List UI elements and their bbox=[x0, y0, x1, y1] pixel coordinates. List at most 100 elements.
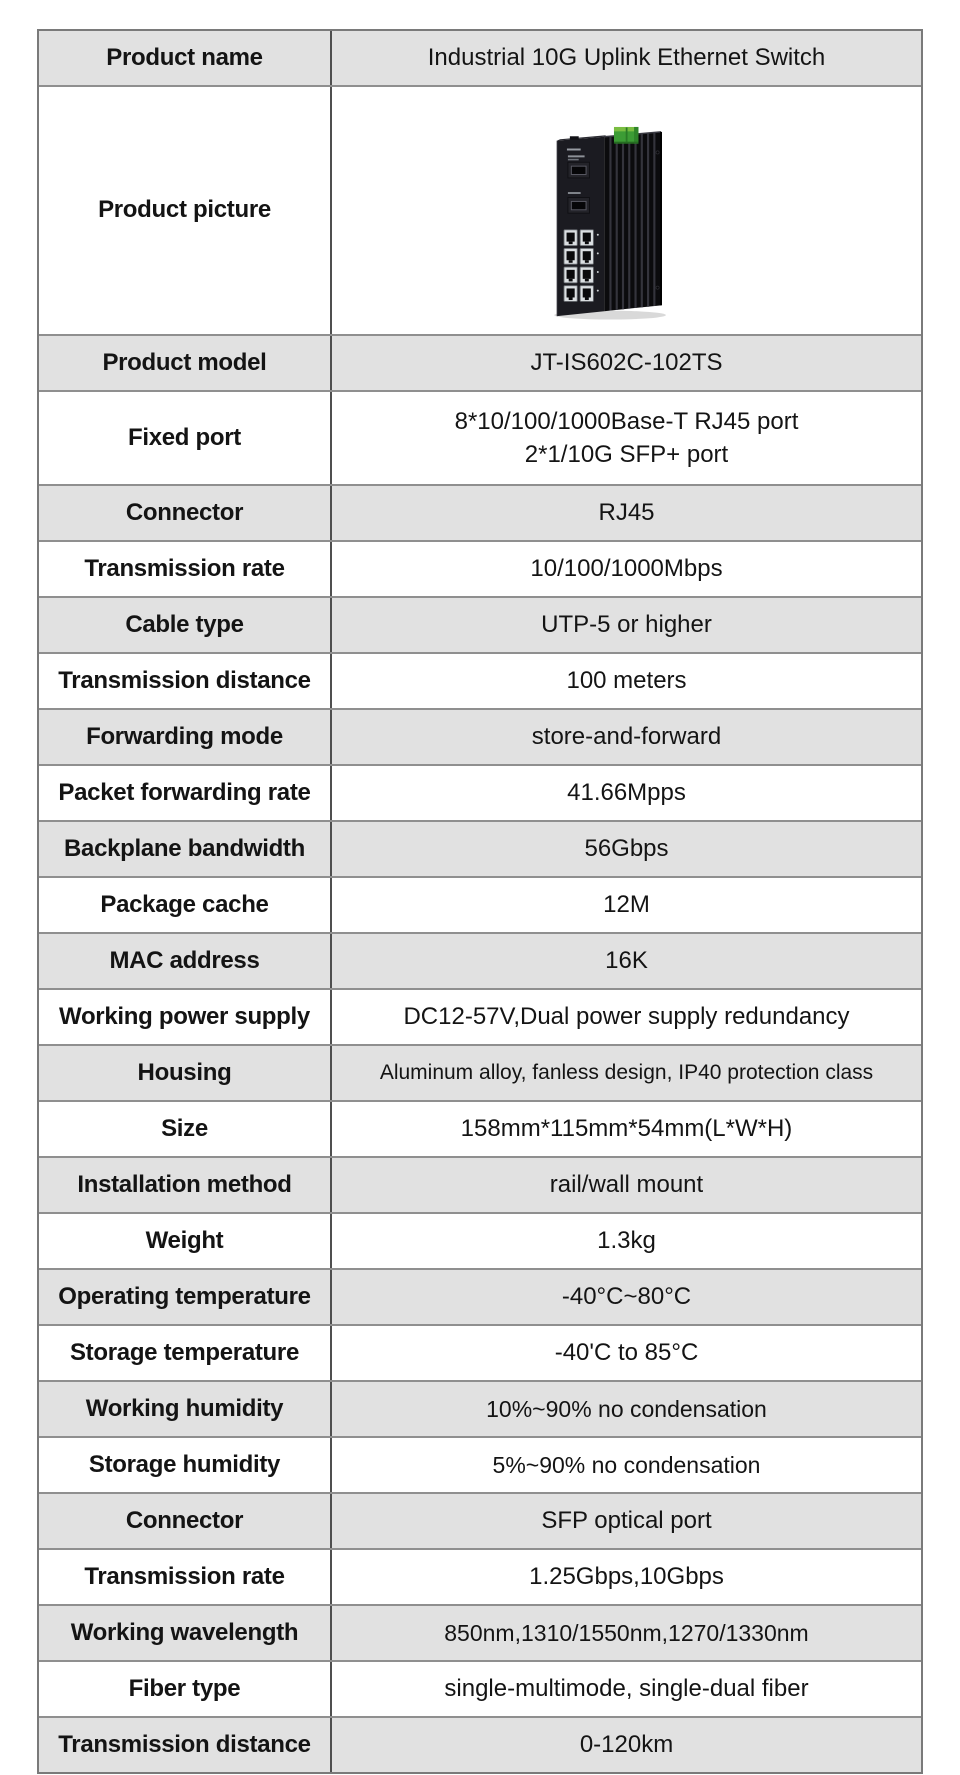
spec-value: 1.3kg bbox=[597, 1227, 656, 1255]
spec-label: Working wavelength bbox=[39, 1606, 332, 1661]
spec-row: Connector RJ45 bbox=[39, 484, 921, 541]
spec-value: 1.25Gbps,10Gbps bbox=[529, 1563, 724, 1591]
spec-label: Cable type bbox=[39, 598, 332, 653]
spec-value: Aluminum alloy, fanless design, IP40 pro… bbox=[379, 1061, 874, 1085]
rj45-port bbox=[579, 247, 594, 265]
spec-value: SFP optical port bbox=[541, 1507, 712, 1535]
spec-row: Packet forwarding rate 41.66Mpps bbox=[39, 764, 921, 821]
spec-value: 12M bbox=[603, 891, 650, 919]
spec-label: Storage temperature bbox=[39, 1326, 332, 1381]
spec-label: Operating temperature bbox=[39, 1270, 332, 1325]
spec-label: Connector bbox=[39, 1494, 332, 1549]
port-led bbox=[596, 251, 599, 254]
spec-label: Transmission distance bbox=[39, 1718, 332, 1773]
spec-row: Fiber type single-multimode, single-dual… bbox=[39, 1660, 921, 1717]
spec-label: Housing bbox=[39, 1046, 332, 1101]
spec-row: Product name Industrial 10G Uplink Ether… bbox=[39, 31, 921, 85]
spec-value-picture bbox=[332, 87, 921, 334]
power-terminal-block bbox=[613, 126, 638, 144]
spec-row: Weight 1.3kg bbox=[39, 1212, 921, 1269]
spec-label: Working humidity bbox=[39, 1382, 332, 1437]
spec-value: 5%~90% no condensation bbox=[492, 1452, 761, 1479]
spec-row: Housing Aluminum alloy, fanless design, … bbox=[39, 1044, 921, 1101]
rj45-port bbox=[563, 284, 578, 302]
spec-value: RJ45 bbox=[598, 499, 655, 527]
spec-value: 0-120km bbox=[579, 1731, 674, 1759]
spec-row-product-picture: Product picture bbox=[39, 85, 921, 335]
spec-label: Fixed port bbox=[39, 392, 332, 485]
spec-value: 41.66Mpps bbox=[567, 779, 686, 807]
spec-row: Fixed port 8*10/100/1000Base-T RJ45 port… bbox=[39, 390, 921, 485]
spec-value: DC12-57V,Dual power supply redundancy bbox=[403, 1003, 850, 1031]
spec-row: Cable type UTP-5 or higher bbox=[39, 596, 921, 653]
spec-row: Operating temperature -40°C~80°C bbox=[39, 1268, 921, 1325]
spec-value: -40'C to 85°C bbox=[554, 1339, 699, 1367]
spec-value: Industrial 10G Uplink Ethernet Switch bbox=[427, 44, 826, 72]
spec-row: Backplane bandwidth 56Gbps bbox=[39, 820, 921, 877]
spec-row: MAC address 16K bbox=[39, 932, 921, 989]
spec-value: store-and-forward bbox=[531, 723, 722, 751]
spec-value: JT-IS602C-102TS bbox=[530, 349, 723, 377]
spec-label: Storage humidity bbox=[39, 1438, 332, 1493]
heatsink-fins bbox=[603, 130, 662, 311]
spec-label: Size bbox=[39, 1102, 332, 1157]
spec-label: MAC address bbox=[39, 934, 332, 989]
screw bbox=[655, 285, 660, 290]
spec-value: 56Gbps bbox=[584, 835, 669, 863]
rj45-port bbox=[563, 266, 578, 283]
spec-value: UTP-5 or higher bbox=[541, 611, 712, 639]
product-photo bbox=[538, 91, 688, 330]
spec-value: 158mm*115mm*54mm(L*W*H) bbox=[460, 1115, 793, 1143]
spec-label: Connector bbox=[39, 486, 332, 541]
spec-row: Size 158mm*115mm*54mm(L*W*H) bbox=[39, 1100, 921, 1157]
port-led bbox=[596, 233, 599, 236]
spec-label: Product model bbox=[39, 336, 332, 391]
rj45-port bbox=[579, 284, 594, 302]
port-led bbox=[596, 270, 599, 273]
screw bbox=[655, 150, 660, 154]
spec-value: 10/100/1000Mbps bbox=[530, 555, 723, 583]
spec-row: Product model JT-IS602C-102TS bbox=[39, 334, 921, 391]
product-spec-table: Product name Industrial 10G Uplink Ether… bbox=[37, 29, 923, 1775]
spec-row: Storage humidity 5%~90% no condensation bbox=[39, 1436, 921, 1493]
front-label-text bbox=[566, 148, 581, 151]
spec-value: 16K bbox=[605, 947, 648, 975]
spec-row: Working wavelength 850nm,1310/1550nm,127… bbox=[39, 1604, 921, 1661]
spec-value: 8*10/100/1000Base-T RJ45 port 2*1/10G SF… bbox=[454, 407, 799, 469]
spec-label: Transmission rate bbox=[39, 542, 332, 597]
spec-label: Transmission distance bbox=[39, 654, 332, 709]
spec-row: Working humidity 10%~90% no condensation bbox=[39, 1380, 921, 1437]
spec-label: Forwarding mode bbox=[39, 710, 332, 765]
spec-label: Packet forwarding rate bbox=[39, 766, 332, 821]
spec-row: Transmission rate 1.25Gbps,10Gbps bbox=[39, 1548, 921, 1605]
spec-label: Weight bbox=[39, 1214, 332, 1269]
spec-value: single-multimode, single-dual fiber bbox=[444, 1675, 809, 1703]
spec-label: Working power supply bbox=[39, 990, 332, 1045]
spec-value: rail/wall mount bbox=[549, 1171, 704, 1199]
port-led bbox=[596, 289, 599, 292]
spec-label: Product picture bbox=[39, 87, 332, 335]
spec-row: Forwarding mode store-and-forward bbox=[39, 708, 921, 765]
spec-value: 100 meters bbox=[566, 667, 687, 695]
industrial-switch-illustration bbox=[553, 126, 666, 320]
spec-value: -40°C~80°C bbox=[561, 1283, 692, 1311]
spec-row: Transmission distance 100 meters bbox=[39, 652, 921, 709]
rj45-port bbox=[563, 229, 578, 246]
sfp-slots bbox=[566, 154, 590, 214]
spec-row: Storage temperature -40'C to 85°C bbox=[39, 1324, 921, 1381]
spec-row: Installation method rail/wall mount bbox=[39, 1156, 921, 1213]
rj45-port bbox=[563, 247, 578, 265]
rj45-port bbox=[579, 229, 594, 246]
spec-row: Working power supply DC12-57V,Dual power… bbox=[39, 988, 921, 1045]
spec-label: Product name bbox=[39, 31, 332, 85]
spec-value: 10%~90% no condensation bbox=[486, 1396, 767, 1423]
spec-value: 850nm,1310/1550nm,1270/1330nm bbox=[444, 1620, 809, 1647]
rj45-port bbox=[579, 266, 594, 283]
spec-row: Connector SFP optical port bbox=[39, 1492, 921, 1549]
spec-label: Fiber type bbox=[39, 1662, 332, 1717]
rj45-ports bbox=[563, 229, 599, 302]
spec-label: Transmission rate bbox=[39, 1550, 332, 1605]
spec-row: Transmission distance 0-120km bbox=[39, 1716, 921, 1773]
spec-label: Installation method bbox=[39, 1158, 332, 1213]
spec-row: Package cache 12M bbox=[39, 876, 921, 933]
